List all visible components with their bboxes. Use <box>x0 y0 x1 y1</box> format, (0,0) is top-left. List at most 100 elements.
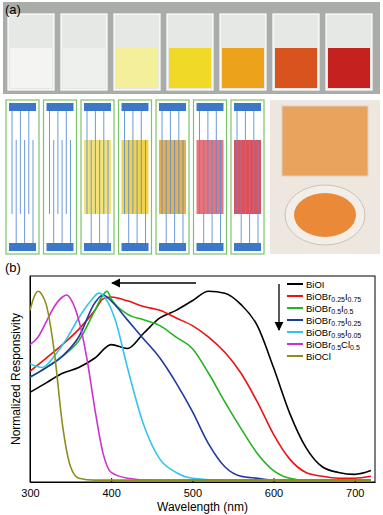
y-axis-title: Normalized Responsivity <box>9 313 23 445</box>
electrode-finger <box>12 111 13 214</box>
series-line <box>30 293 371 480</box>
legend-swatch <box>287 331 303 333</box>
film <box>84 140 111 214</box>
dish <box>285 185 365 245</box>
pad <box>159 243 186 251</box>
electrode-finger <box>170 111 171 214</box>
chip-frame <box>44 100 77 254</box>
electrode-finger <box>241 140 242 243</box>
electrode-finger <box>203 140 204 243</box>
device-schematic <box>231 100 264 254</box>
beaker-liquid <box>275 48 317 88</box>
electrode-finger <box>16 140 17 243</box>
beaker-liquid <box>10 48 52 88</box>
electrode-finger <box>24 140 25 243</box>
electrode-finger <box>53 140 54 243</box>
beaker <box>61 14 107 90</box>
device-schematic <box>81 100 114 254</box>
electrode-finger <box>166 140 167 243</box>
electrode-finger <box>124 111 125 214</box>
electrode-finger <box>87 111 88 214</box>
x-tick-label: 500 <box>184 487 202 499</box>
chip-frame <box>231 100 264 254</box>
series-line <box>30 297 371 478</box>
electrode-finger <box>237 111 238 214</box>
legend-label: BiOBr0.5Cl0.5 <box>306 339 360 352</box>
legend-label: BiOCl <box>306 351 331 362</box>
beaker <box>167 14 213 90</box>
electrode-finger <box>49 111 50 214</box>
film <box>159 140 186 214</box>
pad <box>47 243 74 251</box>
device-schematic <box>156 100 189 254</box>
legend-item: BiOCl <box>287 351 331 362</box>
figure: (a)(b)300400500600700Wavelength (nm)Norm… <box>0 0 383 515</box>
legend-label: BiOBr0.75I0.25 <box>306 315 361 328</box>
electrode-finger <box>66 111 67 214</box>
device-schematic <box>44 100 77 254</box>
electrode-finger <box>70 140 71 243</box>
electrode-finger <box>162 111 163 214</box>
dish-liquid <box>294 193 356 237</box>
x-axis-title: Wavelength (nm) <box>157 500 248 514</box>
electrode-finger <box>258 140 259 243</box>
electrode-finger <box>212 140 213 243</box>
plot-frame <box>30 276 375 482</box>
pad <box>84 243 111 251</box>
pad <box>47 103 74 111</box>
electrode-finger <box>220 140 221 243</box>
electrode-finger <box>253 111 254 214</box>
electrode-finger <box>99 140 100 243</box>
legend-item: BiOI <box>287 279 324 290</box>
legend-label: BiOBr0.25I0.75 <box>306 291 361 304</box>
beaker <box>220 14 266 90</box>
x-tick-label: 600 <box>265 487 283 499</box>
trend-arrow <box>278 284 279 330</box>
legend-label: BiOBr0.95I0.05 <box>306 327 361 340</box>
x-tick-label: 700 <box>346 487 364 499</box>
electrode-finger <box>103 111 104 214</box>
pad <box>234 103 261 111</box>
electrode-finger <box>249 140 250 243</box>
beaker-liquid <box>169 48 211 88</box>
electrode-finger <box>245 111 246 214</box>
beaker-liquid <box>222 48 264 88</box>
beaker-liquid <box>282 106 368 176</box>
device-schematic <box>119 100 152 254</box>
panel-label: (a) <box>5 2 21 17</box>
chip-frame <box>81 100 114 254</box>
beaker <box>8 14 54 90</box>
beaker-liquid <box>63 48 105 88</box>
electrode-finger <box>62 140 63 243</box>
chip-frame <box>156 100 189 254</box>
beaker <box>273 14 319 90</box>
plot-area <box>30 291 371 480</box>
beaker-liquid <box>328 48 370 88</box>
pad <box>234 243 261 251</box>
x-tick-label: 400 <box>102 487 120 499</box>
legend-label: BiOBr0.5I0.5 <box>306 303 354 316</box>
device-schematic <box>6 100 39 254</box>
film <box>234 140 261 214</box>
electrode-finger <box>178 111 179 214</box>
legend-swatch <box>287 307 303 309</box>
legend-item: BiOBr0.25I0.75 <box>287 291 361 304</box>
electrode-finger <box>132 111 133 214</box>
electrode-finger <box>207 111 208 214</box>
x-tick: 500 <box>184 478 202 499</box>
electrode-finger <box>137 140 138 243</box>
electrode-finger <box>95 111 96 214</box>
legend-item: BiOBr0.75I0.25 <box>287 315 361 328</box>
electrode-finger <box>108 140 109 243</box>
series-line <box>30 295 371 480</box>
film <box>197 140 224 214</box>
x-axis: 300400500600700 <box>21 478 375 499</box>
pad <box>159 103 186 111</box>
electrode-finger <box>128 140 129 243</box>
electrode-finger <box>57 111 58 214</box>
panel-a <box>3 2 380 254</box>
series-line <box>30 295 371 480</box>
photo-background <box>3 2 380 94</box>
pad <box>84 103 111 111</box>
pad <box>9 243 36 251</box>
